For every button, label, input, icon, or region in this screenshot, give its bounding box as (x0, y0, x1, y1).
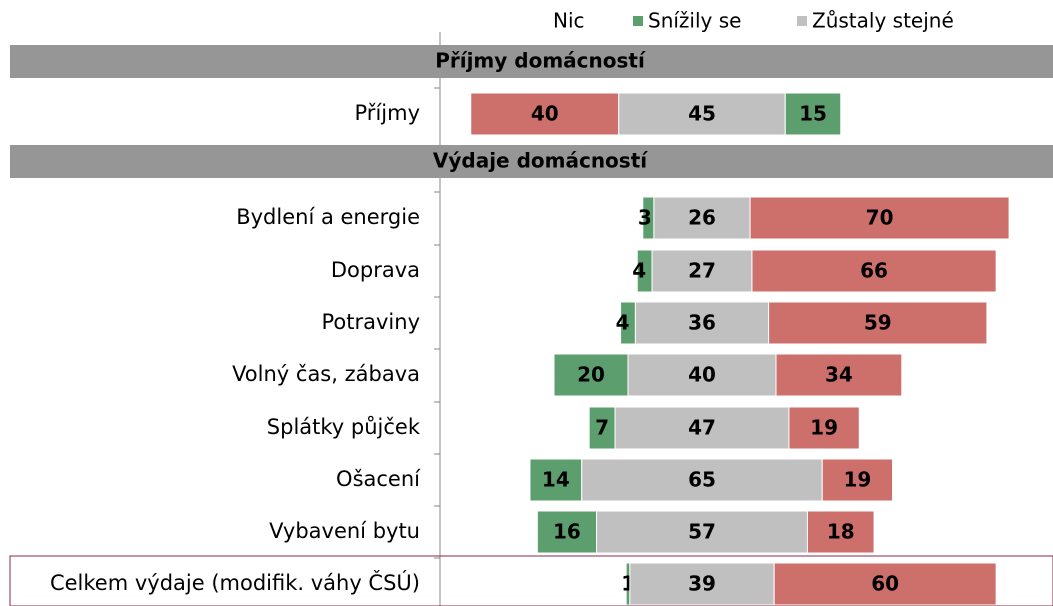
category-label: Doprava (331, 258, 420, 282)
legend-label: Nic (553, 9, 585, 33)
value-label: 57 (688, 520, 716, 544)
value-label: 36 (688, 311, 716, 335)
value-label: 14 (542, 468, 570, 492)
category-label: Volný čas, zábava (232, 362, 420, 386)
value-label: 4 (616, 311, 630, 335)
category-label: Vybavení bytu (269, 519, 420, 543)
value-label: 60 (871, 572, 899, 596)
value-label: 70 (866, 206, 894, 230)
value-label: 19 (810, 416, 838, 440)
value-label: 3 (638, 206, 652, 230)
value-label: 26 (688, 206, 716, 230)
category-label: Bydlení a energie (236, 205, 420, 229)
legend-swatch (797, 16, 807, 26)
legend-label: Zůstaly stejné (812, 9, 954, 33)
section-title: Příjmy domácností (435, 49, 646, 73)
value-label: 40 (531, 102, 559, 126)
category-label: Ošacení (336, 467, 421, 491)
legend-swatch (633, 16, 643, 26)
value-label: 16 (553, 520, 581, 544)
section-title: Výdaje domácností (433, 149, 648, 173)
value-label: 7 (595, 416, 609, 440)
chart: Nic Snížily se Zůstaly stejné Příjmy domácn… (0, 0, 1053, 606)
value-label: 20 (577, 363, 605, 387)
value-label: 34 (825, 363, 853, 387)
value-label: 19 (843, 468, 871, 492)
legend-label: Snížily se (648, 9, 741, 33)
value-label: 4 (632, 259, 646, 283)
value-label: 40 (688, 363, 716, 387)
value-label: 18 (827, 520, 855, 544)
value-label: 66 (860, 259, 888, 283)
category-label: Celkem výdaje (modifik. váhy ČSÚ) (50, 570, 420, 595)
value-label: 27 (688, 259, 716, 283)
value-label: 39 (688, 572, 716, 596)
category-label: Potraviny (322, 310, 421, 334)
value-label: 45 (688, 102, 716, 126)
value-label: 59 (864, 311, 892, 335)
value-label: 47 (688, 416, 716, 440)
category-label: Splátky půjček (267, 415, 421, 439)
value-label: 15 (799, 102, 827, 126)
value-label: 65 (688, 468, 716, 492)
category-label: Příjmy (355, 101, 420, 125)
